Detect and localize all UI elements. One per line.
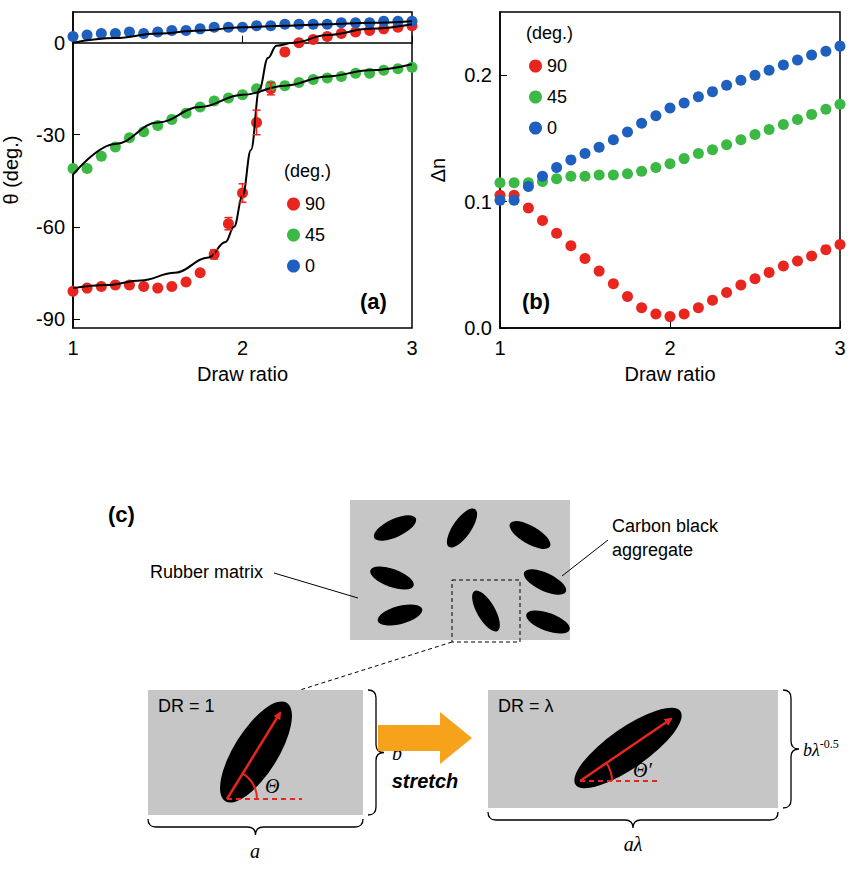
svg-text:Θ: Θ	[265, 775, 279, 797]
svg-text:Θ′: Θ′	[633, 759, 652, 781]
svg-text:2: 2	[237, 337, 248, 359]
svg-text:b: b	[392, 742, 402, 764]
svg-text:0: 0	[547, 118, 557, 138]
svg-text:90: 90	[547, 56, 567, 76]
svg-text:0: 0	[305, 256, 315, 276]
svg-text:0.0: 0.0	[464, 317, 492, 339]
svg-text:(deg.): (deg.)	[526, 23, 573, 43]
svg-text:1: 1	[67, 337, 78, 359]
svg-text:bλ-0.5: bλ-0.5	[803, 737, 839, 760]
svg-text:Draw ratio: Draw ratio	[197, 363, 288, 385]
svg-text:2: 2	[664, 337, 675, 359]
svg-text:stretch: stretch	[392, 770, 459, 792]
svg-text:(b): (b)	[522, 289, 550, 314]
svg-text:aλ: aλ	[624, 833, 643, 855]
svg-text:a: a	[250, 840, 260, 862]
svg-text:(c): (c)	[108, 502, 135, 527]
svg-text:DR = λ: DR = λ	[498, 696, 554, 716]
svg-text:θ (deg.): θ (deg.)	[0, 136, 22, 205]
svg-text:aggregate: aggregate	[612, 540, 693, 560]
svg-text:Draw ratio: Draw ratio	[624, 363, 715, 385]
svg-text:45: 45	[547, 87, 567, 107]
svg-text:-30: -30	[36, 124, 65, 146]
svg-text:3: 3	[834, 337, 845, 359]
svg-text:DR = 1: DR = 1	[158, 696, 215, 716]
svg-text:Carbon black: Carbon black	[612, 516, 719, 536]
svg-text:0: 0	[54, 32, 65, 54]
svg-text:(deg.): (deg.)	[284, 161, 331, 181]
svg-text:Δn: Δn	[427, 158, 449, 182]
svg-text:Rubber matrix: Rubber matrix	[150, 562, 263, 582]
svg-text:3: 3	[406, 337, 417, 359]
svg-text:-60: -60	[36, 216, 65, 238]
svg-text:(a): (a)	[360, 289, 387, 314]
svg-text:90: 90	[305, 194, 325, 214]
svg-text:1: 1	[494, 337, 505, 359]
svg-text:0.1: 0.1	[464, 191, 492, 213]
svg-text:-90: -90	[36, 308, 65, 330]
svg-text:45: 45	[305, 225, 325, 245]
svg-text:0.2: 0.2	[464, 64, 492, 86]
